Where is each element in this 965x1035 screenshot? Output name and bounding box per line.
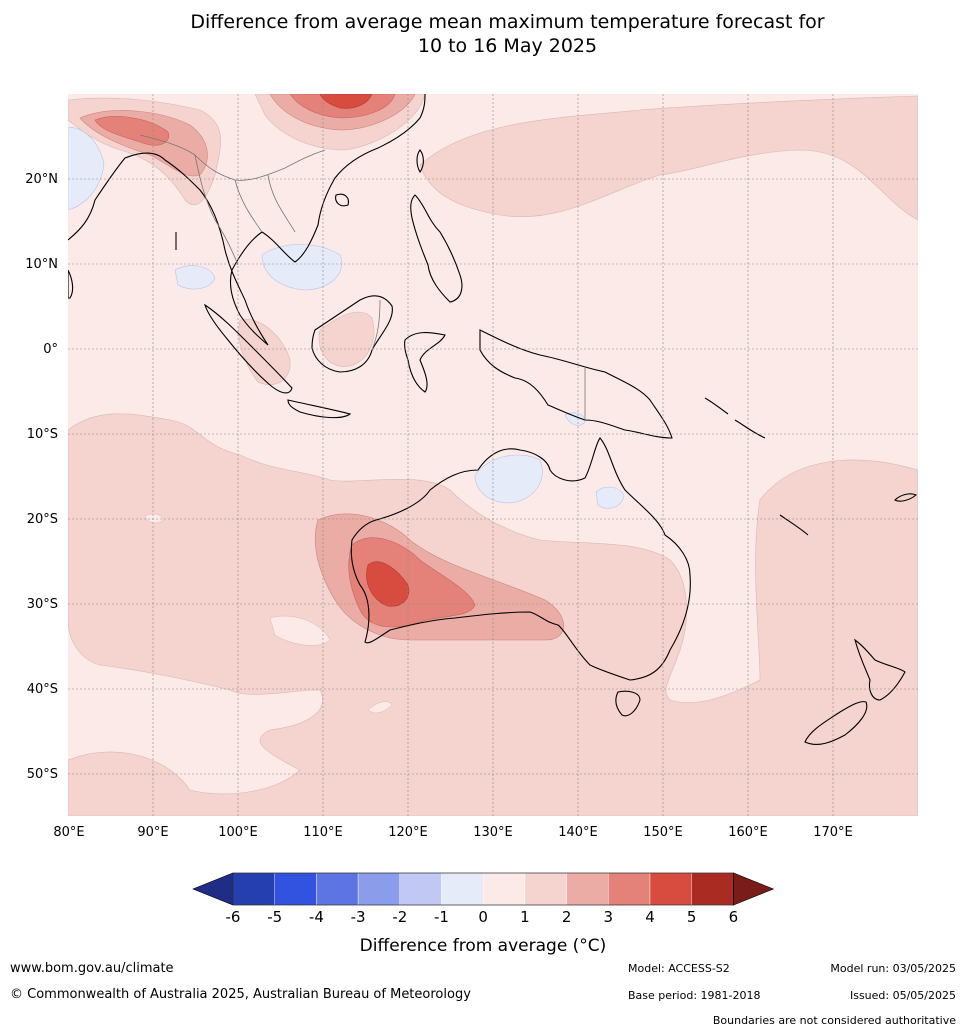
colorbar-box bbox=[608, 872, 651, 906]
colorbar-frame bbox=[232, 872, 734, 906]
sumatra-coast bbox=[204, 303, 293, 394]
colorbar-tick-label: 0 bbox=[478, 908, 488, 926]
lat-label: 20°N bbox=[25, 172, 58, 187]
colorbar: -6 -5 -4 -3 -2 -1 0 1 2 3 4 5 6 Difference from aver… bbox=[192, 872, 775, 956]
lon-label: 150°E bbox=[643, 825, 683, 840]
colorbar-tick-label: 4 bbox=[645, 908, 655, 926]
issued-text: Issued: 05/05/2025 bbox=[849, 989, 956, 1002]
colorbar-tick-label: -1 bbox=[434, 908, 449, 926]
model-run-text: Model run: 03/05/2025 bbox=[830, 962, 956, 975]
lon-label: 80°E bbox=[53, 825, 84, 840]
colorbar-box bbox=[274, 872, 317, 906]
anomaly-4-5 bbox=[319, 94, 410, 607]
colorbar-ticks: -6 -5 -4 -3 -2 -1 0 1 2 3 4 5 6 bbox=[226, 908, 739, 926]
lon-label: 130°E bbox=[473, 825, 513, 840]
map-panel: 20°N 10°N 0° 10°S 20°S 30°S 40°S 50°S 80… bbox=[25, 94, 918, 840]
country-borders bbox=[139, 134, 586, 420]
map-title: Difference from average mean maximum tem… bbox=[0, 10, 965, 58]
colorbar-tick-label: -6 bbox=[226, 908, 241, 926]
colorbar-tick-label: 5 bbox=[687, 908, 697, 926]
colorbar-box bbox=[399, 872, 442, 906]
colorbar-box bbox=[691, 872, 734, 906]
graticule bbox=[68, 94, 918, 816]
java-coast bbox=[287, 399, 352, 419]
lon-label: 110°E bbox=[303, 825, 343, 840]
colorbar-tick-label: 1 bbox=[520, 908, 530, 926]
lat-label: 20°S bbox=[27, 512, 58, 527]
australia-coast bbox=[350, 437, 691, 681]
disclaimer-text: Boundaries are not considered authoritat… bbox=[712, 1014, 956, 1027]
anomaly-field bbox=[68, 94, 918, 816]
mainland-asia-coast bbox=[68, 94, 426, 346]
anomaly-neg1-0 bbox=[68, 127, 625, 509]
colorbar-box bbox=[524, 872, 567, 906]
colorbar-tick-label: -2 bbox=[392, 908, 407, 926]
colorbar-box bbox=[357, 872, 401, 906]
longitude-labels: 80°E 90°E 100°E 110°E 120°E 130°E 140°E … bbox=[53, 825, 852, 840]
colorbar-box bbox=[316, 872, 359, 906]
title-line-1: Difference from average mean maximum tem… bbox=[190, 11, 825, 33]
lon-label: 140°E bbox=[558, 825, 598, 840]
colorbar-extend-high bbox=[733, 872, 775, 906]
lat-label: 50°S bbox=[27, 767, 58, 782]
lat-label: 0° bbox=[43, 342, 58, 357]
colorbar-box bbox=[232, 872, 275, 906]
coastlines bbox=[68, 94, 917, 745]
anomaly-0-1-patches bbox=[144, 513, 393, 714]
colorbar-tick-label: 6 bbox=[729, 908, 739, 926]
base-period-text: Base period: 1981-2018 bbox=[628, 989, 761, 1002]
colorbar-tick-label: -3 bbox=[351, 908, 366, 926]
colorbar-box bbox=[441, 872, 484, 906]
sulawesi-coast bbox=[404, 332, 446, 393]
colorbar-box bbox=[566, 872, 609, 906]
lat-label: 10°S bbox=[27, 427, 58, 442]
colorbar-box bbox=[483, 872, 526, 906]
lon-label: 160°E bbox=[728, 825, 768, 840]
philippines-coast bbox=[410, 194, 463, 303]
lon-label: 120°E bbox=[388, 825, 428, 840]
colorbar-extend-low bbox=[192, 872, 234, 906]
colorbar-box bbox=[649, 872, 692, 906]
taiwan-coast bbox=[416, 149, 424, 174]
colorbar-tick-label: 3 bbox=[604, 908, 614, 926]
new-zealand-south-coast bbox=[804, 701, 868, 745]
hainan-coast bbox=[335, 193, 349, 207]
lon-label: 170°E bbox=[813, 825, 853, 840]
model-text: Model: ACCESS-S2 bbox=[628, 962, 730, 975]
website-text: www.bom.gov.au/climate bbox=[10, 961, 174, 976]
title-line-2: 10 to 16 May 2025 bbox=[417, 35, 598, 57]
lat-label: 30°S bbox=[27, 597, 58, 612]
colorbar-tick-label: -5 bbox=[267, 908, 282, 926]
lat-label: 40°S bbox=[27, 682, 58, 697]
colorbar-label: Difference from average (°C) bbox=[360, 936, 607, 956]
fiji-coast bbox=[894, 493, 917, 502]
lat-label: 10°N bbox=[25, 257, 58, 272]
latitude-labels: 20°N 10°N 0° 10°S 20°S 30°S 40°S 50°S bbox=[25, 172, 58, 782]
colorbar-boxes bbox=[192, 872, 775, 906]
vanuatu-coast bbox=[779, 514, 809, 536]
colorbar-tick-label: -4 bbox=[309, 908, 324, 926]
colorbar-panel: -6 -5 -4 -3 -2 -1 0 1 2 3 4 5 6 Difference from aver… bbox=[0, 860, 965, 960]
forecast-map: 20°N 10°N 0° 10°S 20°S 30°S 40°S 50°S 80… bbox=[25, 94, 918, 840]
lon-label: 100°E bbox=[218, 825, 258, 840]
new-guinea-coast bbox=[479, 329, 673, 439]
lon-label: 90°E bbox=[137, 825, 168, 840]
solomon-islands-coast bbox=[704, 397, 766, 439]
tasmania-coast bbox=[615, 690, 641, 717]
copyright-text: © Commonwealth of Australia 2025, Austra… bbox=[10, 987, 471, 1002]
colorbar-tick-label: 2 bbox=[562, 908, 572, 926]
india-coast bbox=[68, 269, 74, 299]
